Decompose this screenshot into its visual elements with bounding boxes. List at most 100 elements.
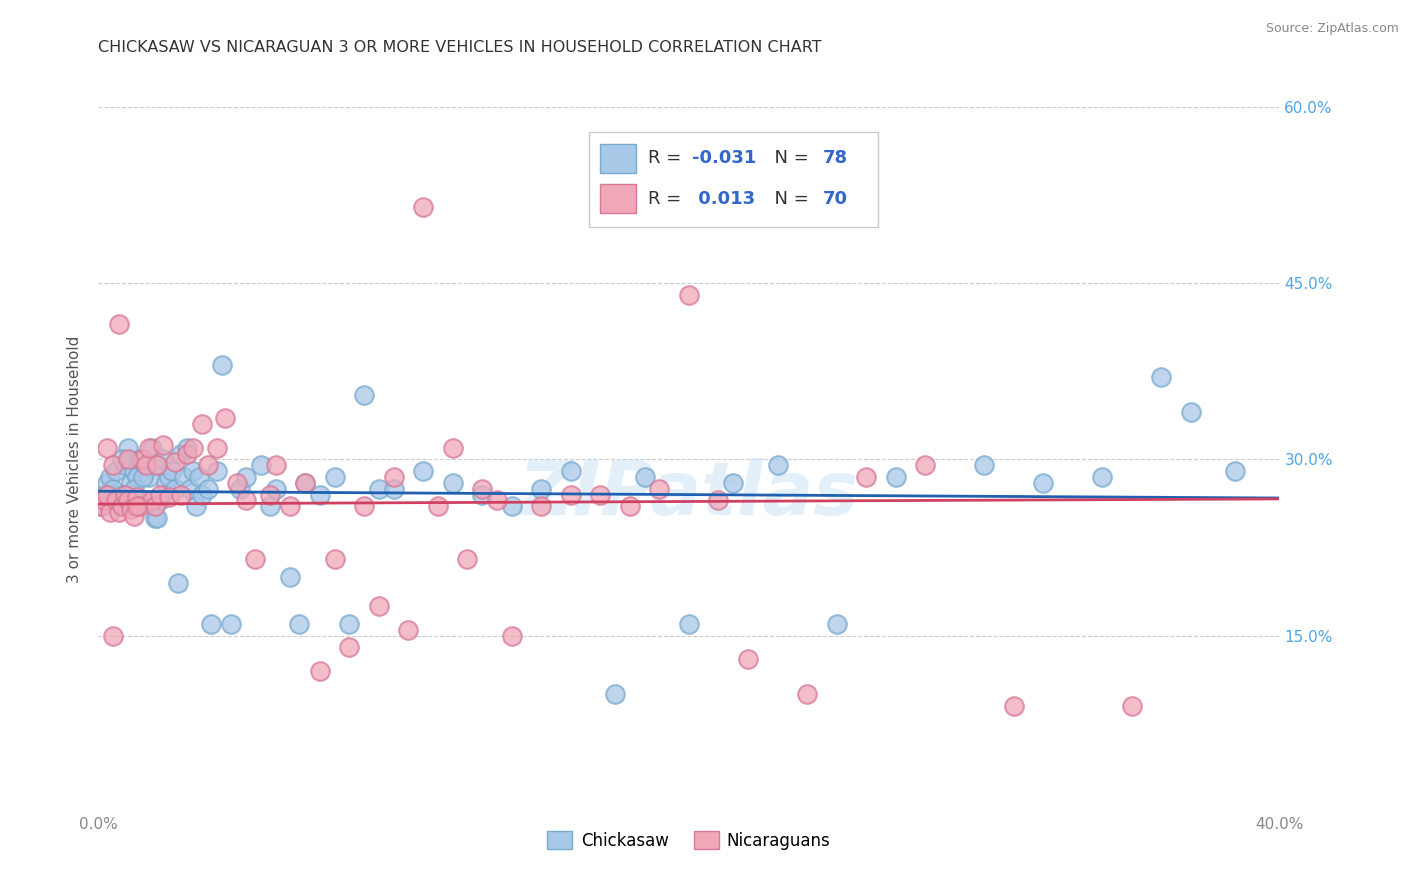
- Point: [634, 470, 657, 484]
- Point: [368, 482, 391, 496]
- Point: [1002, 699, 1025, 714]
- Point: [143, 500, 166, 514]
- Point: [162, 464, 183, 478]
- Point: [146, 458, 169, 473]
- Point: [412, 200, 434, 214]
- Point: [98, 470, 121, 484]
- Point: [1032, 475, 1054, 490]
- Point: [412, 464, 434, 478]
- Point: [132, 493, 155, 508]
- Point: [353, 388, 375, 402]
- Point: [93, 493, 115, 508]
- Point: [211, 359, 233, 373]
- Point: [441, 475, 464, 490]
- Point: [152, 452, 174, 467]
- Point: [90, 500, 112, 514]
- Point: [146, 458, 169, 473]
- Point: [176, 441, 198, 455]
- Point: [120, 501, 142, 516]
- Point: [111, 452, 134, 467]
- Point: [530, 482, 553, 496]
- Point: [96, 487, 118, 501]
- Point: [530, 500, 553, 514]
- FancyBboxPatch shape: [600, 144, 636, 173]
- Point: [191, 417, 214, 431]
- Point: [108, 318, 131, 332]
- Point: [141, 441, 163, 455]
- Point: [619, 500, 641, 514]
- Point: [181, 464, 204, 478]
- Point: [176, 446, 198, 460]
- Point: [589, 487, 612, 501]
- Text: R =: R =: [648, 150, 686, 168]
- Point: [235, 493, 257, 508]
- Point: [93, 487, 115, 501]
- Point: [723, 475, 745, 490]
- Point: [737, 652, 759, 666]
- Point: [309, 487, 332, 501]
- Text: Source: ZipAtlas.com: Source: ZipAtlas.com: [1265, 22, 1399, 36]
- Point: [122, 464, 145, 478]
- Point: [157, 470, 180, 484]
- Point: [605, 687, 627, 701]
- Point: [235, 470, 257, 484]
- Point: [288, 616, 311, 631]
- Point: [108, 505, 131, 519]
- FancyBboxPatch shape: [600, 184, 636, 213]
- FancyBboxPatch shape: [589, 132, 877, 227]
- Point: [973, 458, 995, 473]
- Point: [122, 482, 145, 496]
- Point: [280, 500, 302, 514]
- Point: [471, 487, 494, 501]
- Point: [226, 475, 249, 490]
- Text: -0.031: -0.031: [693, 150, 756, 168]
- Text: CHICKASAW VS NICARAGUAN 3 OR MORE VEHICLES IN HOUSEHOLD CORRELATION CHART: CHICKASAW VS NICARAGUAN 3 OR MORE VEHICL…: [98, 40, 823, 55]
- Point: [152, 438, 174, 452]
- Point: [117, 441, 139, 455]
- Point: [132, 470, 155, 484]
- Point: [170, 487, 193, 501]
- Point: [229, 482, 252, 496]
- Point: [264, 458, 287, 473]
- Point: [125, 500, 148, 514]
- Point: [135, 464, 157, 478]
- Point: [167, 575, 190, 590]
- Point: [214, 411, 236, 425]
- Point: [141, 493, 163, 508]
- Point: [135, 458, 157, 473]
- Point: [149, 487, 172, 501]
- Point: [125, 490, 148, 504]
- Point: [120, 475, 142, 490]
- Point: [181, 441, 204, 455]
- Point: [323, 552, 346, 566]
- Point: [157, 490, 180, 504]
- Point: [259, 500, 281, 514]
- Point: [205, 464, 228, 478]
- Text: 70: 70: [823, 190, 848, 208]
- Point: [173, 470, 195, 484]
- Point: [1180, 405, 1202, 419]
- Point: [103, 482, 125, 496]
- Point: [250, 458, 273, 473]
- Point: [368, 599, 391, 614]
- Point: [398, 623, 420, 637]
- Point: [138, 470, 160, 484]
- Point: [111, 500, 134, 514]
- Point: [825, 616, 848, 631]
- Point: [103, 458, 125, 473]
- Point: [132, 452, 155, 467]
- Point: [98, 505, 121, 519]
- Point: [339, 616, 361, 631]
- Point: [1225, 464, 1247, 478]
- Point: [90, 500, 112, 514]
- Point: [382, 470, 405, 484]
- Point: [197, 482, 219, 496]
- Point: [138, 441, 160, 455]
- Point: [114, 487, 136, 501]
- Point: [165, 482, 187, 496]
- Point: [170, 446, 193, 460]
- Point: [117, 493, 139, 508]
- Point: [125, 470, 148, 484]
- Point: [339, 640, 361, 655]
- Point: [1150, 370, 1173, 384]
